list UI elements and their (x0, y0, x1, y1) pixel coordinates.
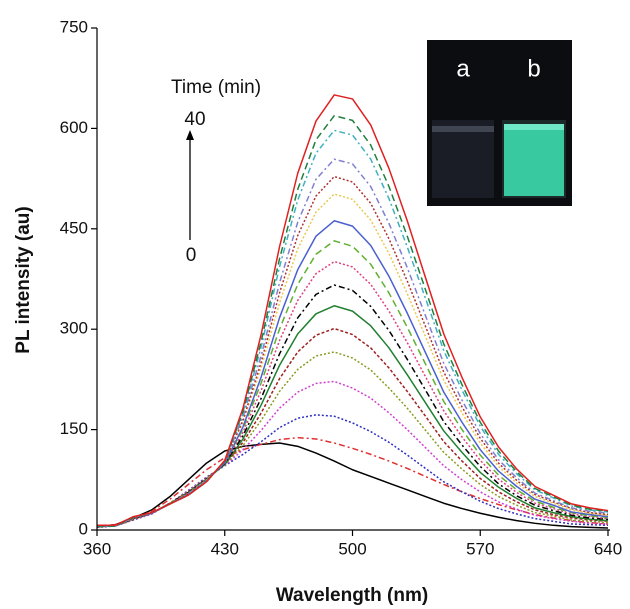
vial-b-glow (504, 128, 564, 196)
series-line (97, 220, 609, 527)
y-tick-label: 300 (60, 319, 88, 338)
y-tick-label: 450 (60, 218, 88, 237)
annotation: 40 (184, 109, 205, 130)
time-arrow-head (186, 130, 194, 140)
vial-a (432, 120, 494, 198)
y-tick-label: 750 (60, 17, 88, 36)
y-tick-label: 150 (60, 419, 88, 438)
series-line (96, 284, 609, 528)
vial-a-meniscus (432, 126, 494, 132)
inset-label: b (527, 55, 540, 82)
x-tick-label: 570 (466, 539, 494, 558)
series-line (96, 193, 609, 527)
series-line (96, 436, 609, 528)
annotation: 0 (186, 245, 197, 266)
x-tick-label: 360 (83, 539, 111, 558)
series-line (96, 175, 609, 527)
y-tick-label: 600 (60, 118, 88, 137)
y-axis-title: PL intensity (au) (13, 206, 34, 353)
series-line (96, 414, 609, 529)
x-tick-label: 430 (211, 539, 239, 558)
annotation: Time (min) (171, 77, 261, 98)
x-tick-label: 500 (338, 539, 366, 558)
series-line (97, 94, 609, 527)
series-line (96, 380, 609, 528)
inset-label: a (456, 55, 470, 82)
series-line (96, 442, 609, 529)
x-tick-label: 640 (594, 539, 622, 558)
vial-b-meniscus (504, 124, 564, 130)
series-line (97, 129, 609, 527)
series-line (96, 158, 609, 527)
inset-photo: a b (427, 40, 572, 206)
series-line (96, 260, 609, 528)
y-tick-label: 0 (79, 519, 88, 538)
x-axis-title: Wavelength (nm) (276, 585, 428, 606)
